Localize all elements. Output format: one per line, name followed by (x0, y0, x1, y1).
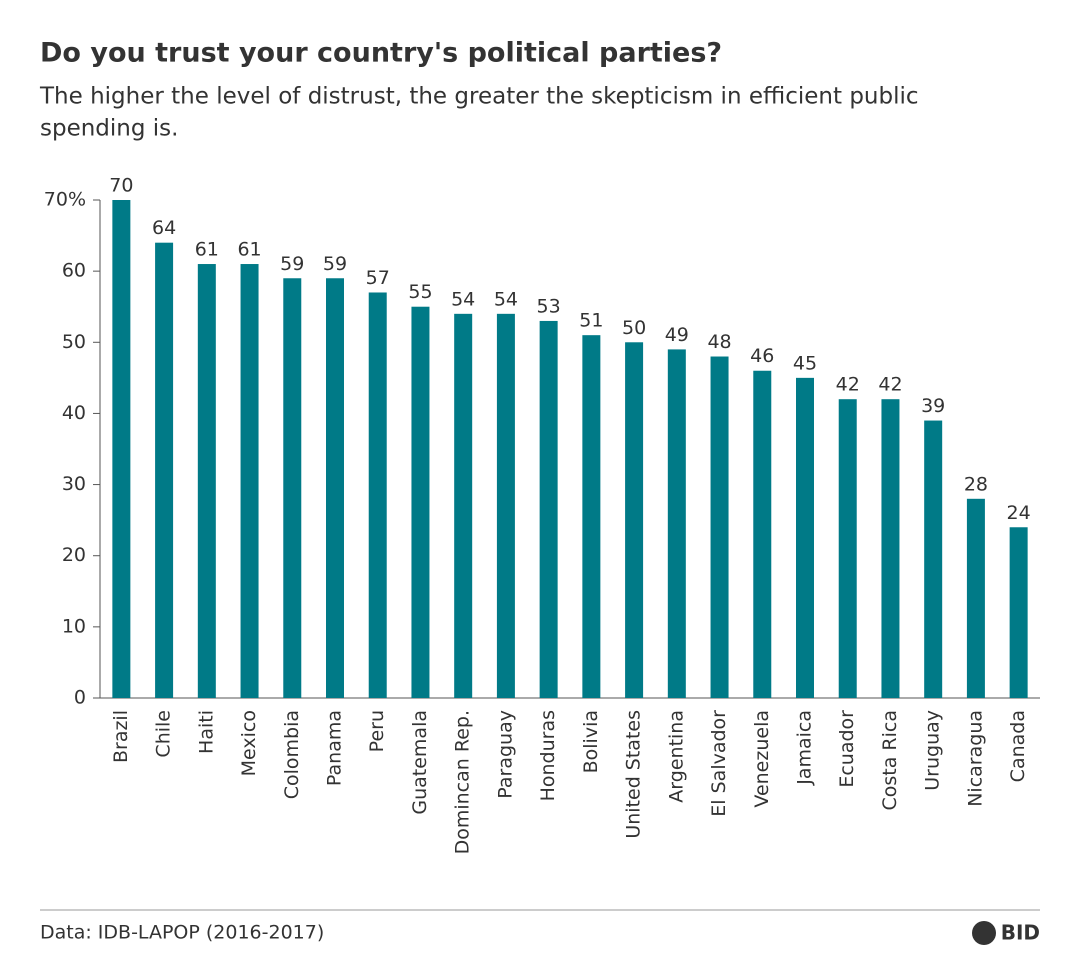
value-label: 64 (152, 217, 176, 239)
bar (326, 278, 344, 698)
value-label: 59 (280, 253, 304, 275)
y-tick-label: 30 (62, 473, 86, 495)
x-tick-label: Honduras (537, 710, 559, 801)
value-label: 51 (579, 310, 603, 332)
value-label: 39 (921, 395, 945, 417)
value-label: 61 (195, 239, 219, 261)
bar (924, 420, 943, 698)
source: Data: IDB-LAPOP (2016-2017) (40, 922, 324, 944)
y-tick-label: 70% (44, 189, 86, 211)
x-tick-label: Panama (324, 710, 346, 786)
bar (582, 335, 601, 698)
y-tick-label: 20 (62, 544, 86, 566)
x-tick-label: Nicaragua (964, 710, 986, 807)
x-tick-label: Domincan Rep. (452, 710, 474, 854)
bar (796, 377, 814, 698)
x-tick-label: Mexico (238, 710, 260, 776)
value-label: 70 (109, 175, 133, 197)
value-label: 42 (878, 374, 902, 396)
value-label: 61 (237, 239, 261, 261)
y-tick-label: 10 (62, 615, 86, 637)
x-tick-label: Costa Rica (879, 710, 901, 811)
value-label: 54 (451, 288, 475, 310)
value-label: 28 (964, 473, 988, 495)
bar (838, 399, 857, 698)
value-label: 46 (750, 345, 774, 367)
bar (454, 313, 473, 698)
x-tick-label: Chile (153, 710, 175, 758)
value-label: 49 (665, 324, 689, 346)
x-tick-label: Venezuela (751, 710, 773, 808)
bar (1009, 527, 1028, 698)
y-tick-label: 40 (62, 402, 86, 424)
bar (539, 320, 558, 698)
y-tick-label: 60 (62, 260, 86, 282)
bar (411, 306, 430, 698)
x-tick-label: Guatemala (409, 710, 431, 815)
bar (496, 313, 515, 698)
value-label: 48 (707, 331, 731, 353)
y-tick-label: 0 (74, 687, 86, 709)
value-label: 42 (836, 374, 860, 396)
x-tick-label: Ecuador (836, 710, 858, 788)
value-label: 54 (494, 288, 518, 310)
chart-subtitle: spending is. (40, 116, 178, 142)
value-label: 45 (793, 352, 817, 374)
bar (625, 342, 644, 698)
x-tick-label: Jamaica (794, 710, 816, 786)
bar (368, 292, 387, 698)
logo-icon (972, 921, 996, 945)
value-label: 50 (622, 317, 646, 339)
value-label: 57 (366, 267, 390, 289)
x-tick-label: Colombia (281, 710, 303, 799)
value-label: 59 (323, 253, 347, 275)
chart-subtitle: The higher the level of distrust, the gr… (39, 84, 919, 110)
x-tick-label: Brazil (110, 710, 132, 763)
x-tick-label: El Salvador (708, 710, 730, 817)
x-tick-label: Uruguay (922, 710, 944, 791)
chart-title: Do you trust your country's political pa… (40, 38, 722, 69)
x-tick-label: Paraguay (494, 710, 516, 799)
value-label: 53 (537, 295, 561, 317)
bar (753, 370, 772, 698)
bar (881, 399, 900, 698)
logo: BID (1001, 921, 1040, 945)
bar (966, 498, 985, 698)
bar (197, 264, 216, 698)
bar (710, 356, 729, 698)
x-tick-label: Haiti (195, 710, 217, 754)
value-label: 24 (1007, 502, 1031, 524)
x-tick-label: Bolivia (580, 710, 602, 773)
x-tick-label: Canada (1007, 710, 1029, 782)
bar (112, 200, 131, 698)
bar (240, 264, 259, 698)
bar (283, 278, 302, 698)
x-tick-label: United States (623, 710, 645, 839)
x-tick-label: Peru (366, 710, 388, 752)
y-tick-label: 50 (62, 331, 86, 353)
bar (155, 242, 174, 698)
bar (667, 349, 686, 698)
x-tick-label: Argentina (665, 710, 687, 803)
value-label: 55 (408, 281, 432, 303)
